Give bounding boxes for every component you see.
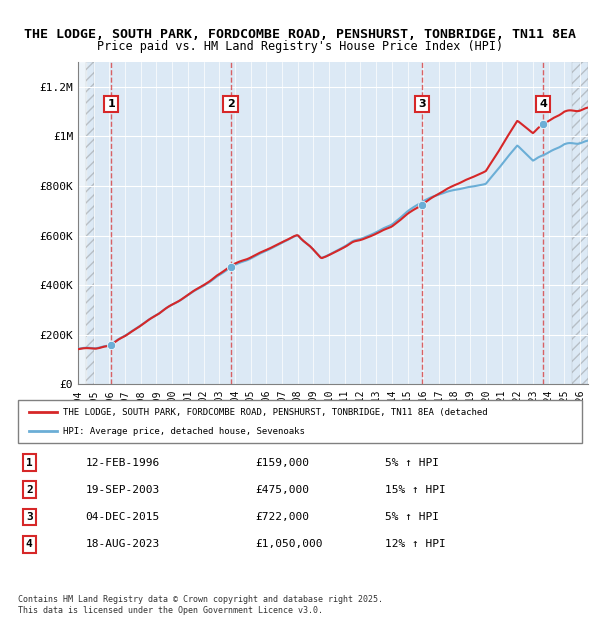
Text: 1: 1 <box>26 458 32 467</box>
Text: 5% ↑ HPI: 5% ↑ HPI <box>385 512 439 522</box>
Text: 3: 3 <box>418 99 426 109</box>
Text: 15% ↑ HPI: 15% ↑ HPI <box>385 485 445 495</box>
Text: THE LODGE, SOUTH PARK, FORDCOMBE ROAD, PENSHURST, TONBRIDGE, TN11 8EA (detached: THE LODGE, SOUTH PARK, FORDCOMBE ROAD, P… <box>63 407 488 417</box>
Text: £159,000: £159,000 <box>255 458 309 467</box>
Text: 18-AUG-2023: 18-AUG-2023 <box>86 539 160 549</box>
Text: 4: 4 <box>26 539 32 549</box>
Text: £722,000: £722,000 <box>255 512 309 522</box>
FancyBboxPatch shape <box>18 400 582 443</box>
Bar <box>86 62 94 384</box>
Text: 12-FEB-1996: 12-FEB-1996 <box>86 458 160 467</box>
Text: Contains HM Land Registry data © Crown copyright and database right 2025.
This d: Contains HM Land Registry data © Crown c… <box>18 595 383 614</box>
Text: 12% ↑ HPI: 12% ↑ HPI <box>385 539 445 549</box>
Text: £1,050,000: £1,050,000 <box>255 539 322 549</box>
Text: 1: 1 <box>107 99 115 109</box>
Text: 4: 4 <box>539 99 547 109</box>
Text: 04-DEC-2015: 04-DEC-2015 <box>86 512 160 522</box>
Text: 2: 2 <box>26 485 32 495</box>
Text: THE LODGE, SOUTH PARK, FORDCOMBE ROAD, PENSHURST, TONBRIDGE, TN11 8EA: THE LODGE, SOUTH PARK, FORDCOMBE ROAD, P… <box>24 28 576 41</box>
Text: £475,000: £475,000 <box>255 485 309 495</box>
Text: HPI: Average price, detached house, Sevenoaks: HPI: Average price, detached house, Seve… <box>63 427 305 436</box>
Text: 19-SEP-2003: 19-SEP-2003 <box>86 485 160 495</box>
Text: Price paid vs. HM Land Registry's House Price Index (HPI): Price paid vs. HM Land Registry's House … <box>97 40 503 53</box>
Bar <box>572 62 588 384</box>
Text: 3: 3 <box>26 512 32 522</box>
Text: 5% ↑ HPI: 5% ↑ HPI <box>385 458 439 467</box>
Text: 2: 2 <box>227 99 235 109</box>
Bar <box>78 62 86 384</box>
